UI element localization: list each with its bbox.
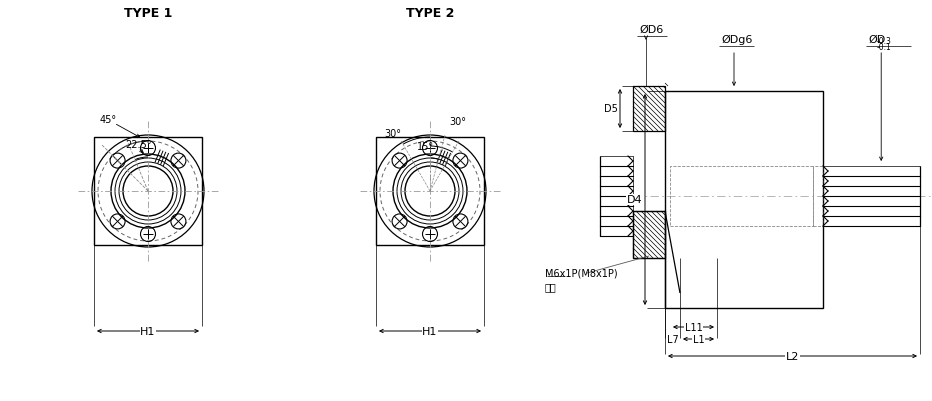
Text: 15°: 15° [418,142,434,152]
Bar [633,211,665,258]
Text: D4: D4 [626,195,642,205]
Text: D5: D5 [604,104,618,114]
Bar [665,92,823,308]
Text: 45°: 45° [100,115,116,125]
Text: -0.3: -0.3 [876,37,891,46]
Text: ØDg6: ØDg6 [721,35,752,45]
Bar [670,166,813,227]
Text: L1: L1 [692,334,705,344]
Text: ØD6: ØD6 [639,25,664,35]
Text: 30°: 30° [449,117,467,127]
Text: L2: L2 [786,351,799,361]
Text: M6x1P(M8x1P): M6x1P(M8x1P) [545,268,618,278]
Text: H1: H1 [141,326,156,336]
Text: 30°: 30° [385,129,402,139]
Text: ØD: ØD [869,35,885,45]
Bar [633,87,665,132]
Text: TYPE 2: TYPE 2 [405,7,454,20]
Text: 22.5°: 22.5° [125,140,151,150]
Text: 油孔: 油孔 [545,281,556,291]
Text: L7: L7 [666,334,678,344]
Text: H1: H1 [422,326,438,336]
Text: -0.1: -0.1 [876,43,891,52]
Bar [376,138,484,245]
Text: L11: L11 [685,322,703,332]
Bar [94,138,202,245]
Bar [813,166,823,227]
Text: TYPE 1: TYPE 1 [124,7,172,20]
